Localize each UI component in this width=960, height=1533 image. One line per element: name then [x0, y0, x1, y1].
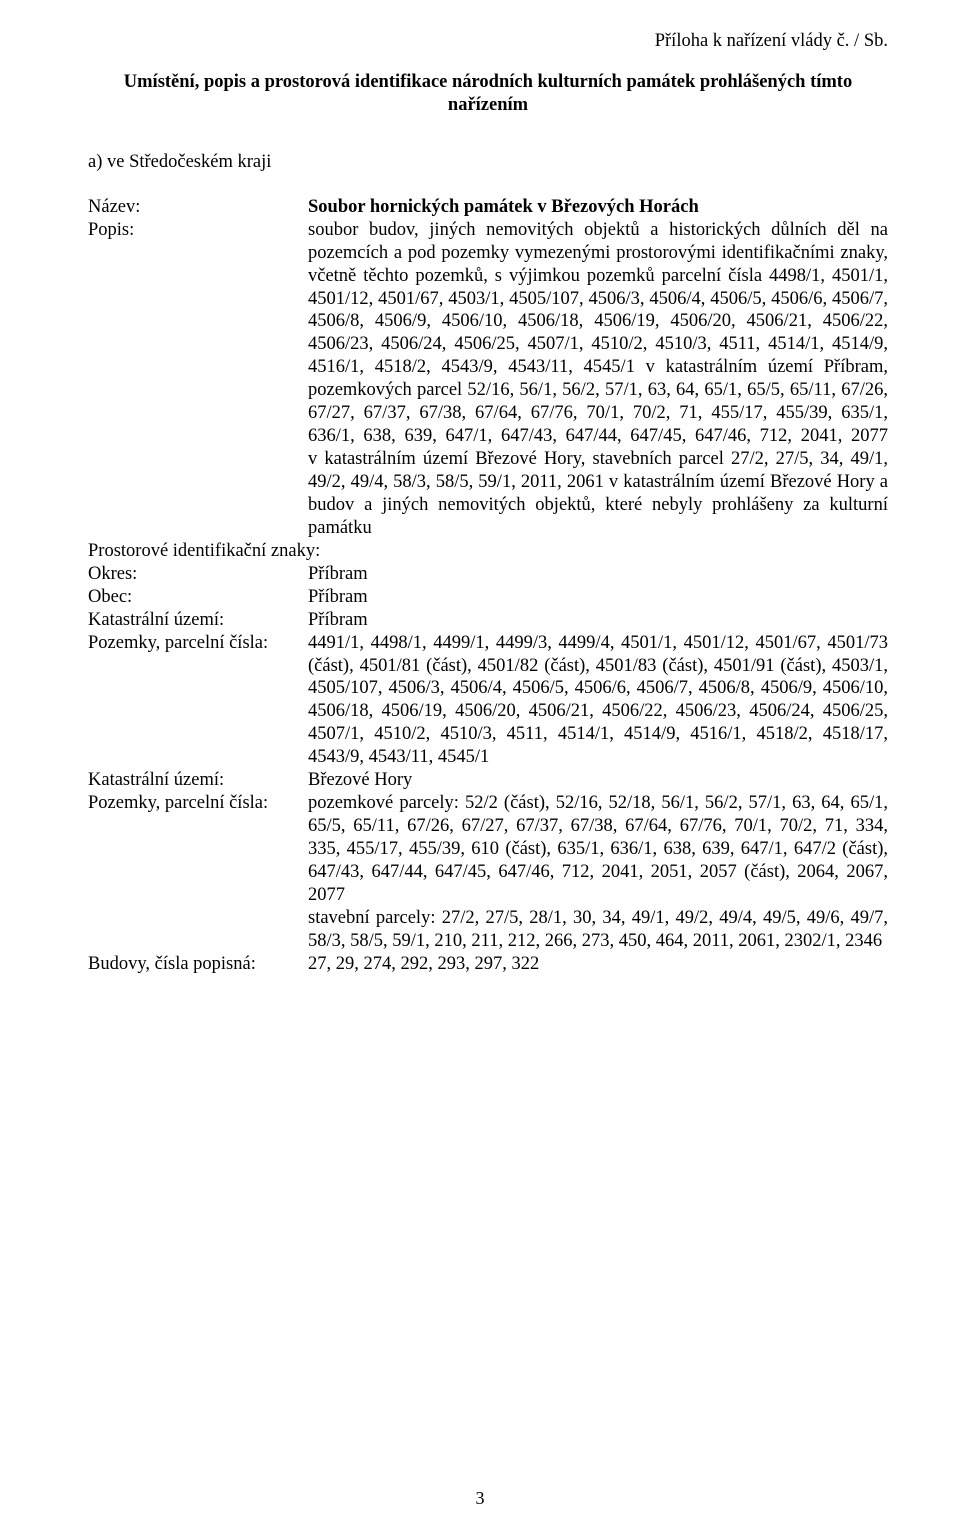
row-ku-1: Katastrální území: Příbram [88, 609, 888, 632]
value-budovy: 27, 29, 274, 292, 293, 297, 322 [308, 953, 888, 976]
value-nazev: Soubor hornických památek v Březových Ho… [308, 196, 888, 219]
label-ku-1: Katastrální území: [88, 609, 308, 632]
value-parc-2b: stavební parcely: 27/2, 27/5, 28/1, 30, … [308, 907, 888, 953]
label-nazev: Název: [88, 196, 308, 219]
attachment-line: Příloha k nařízení vlády č. / Sb. [88, 30, 888, 53]
page: Příloha k nařízení vlády č. / Sb. Umístě… [0, 0, 960, 1533]
row-obec: Obec: Příbram [88, 586, 888, 609]
row-prostorove: Prostorové identifikační znaky: [88, 540, 888, 563]
row-ku-2: Katastrální území: Březové Hory [88, 769, 888, 792]
row-okres: Okres: Příbram [88, 563, 888, 586]
value-obec: Příbram [308, 586, 888, 609]
value-popis: soubor budov, jiných nemovitých objektů … [308, 219, 888, 540]
label-popis: Popis: [88, 219, 308, 242]
label-okres: Okres: [88, 563, 308, 586]
value-parc-2a: pozemkové parcely: 52/2 (část), 52/16, 5… [308, 792, 888, 907]
value-ku-1: Příbram [308, 609, 888, 632]
value-ku-2: Březové Hory [308, 769, 888, 792]
label-obec: Obec: [88, 586, 308, 609]
value-okres: Příbram [308, 563, 888, 586]
section-a-label: a) ve Středočeském kraji [88, 151, 888, 174]
row-popis: Popis: soubor budov, jiných nemovitých o… [88, 219, 888, 540]
main-heading: Umístění, popis a prostorová identifikac… [120, 71, 856, 117]
row-budovy: Budovy, čísla popisná: 27, 29, 274, 292,… [88, 953, 888, 976]
label-prostorove: Prostorové identifikační znaky: [88, 540, 320, 563]
value-parc-1: 4491/1, 4498/1, 4499/1, 4499/3, 4499/4, … [308, 632, 888, 770]
label-parc-1: Pozemky, parcelní čísla: [88, 632, 308, 655]
label-parc-2: Pozemky, parcelní čísla: [88, 792, 308, 815]
label-budovy: Budovy, čísla popisná: [88, 953, 308, 976]
row-parc-2: Pozemky, parcelní čísla: pozemkové parce… [88, 792, 888, 953]
row-nazev: Název: Soubor hornických památek v Březo… [88, 196, 888, 219]
row-parc-1: Pozemky, parcelní čísla: 4491/1, 4498/1,… [88, 632, 888, 770]
label-ku-2: Katastrální území: [88, 769, 308, 792]
page-number: 3 [0, 1487, 960, 1509]
value-parc-2: pozemkové parcely: 52/2 (část), 52/16, 5… [308, 792, 888, 953]
